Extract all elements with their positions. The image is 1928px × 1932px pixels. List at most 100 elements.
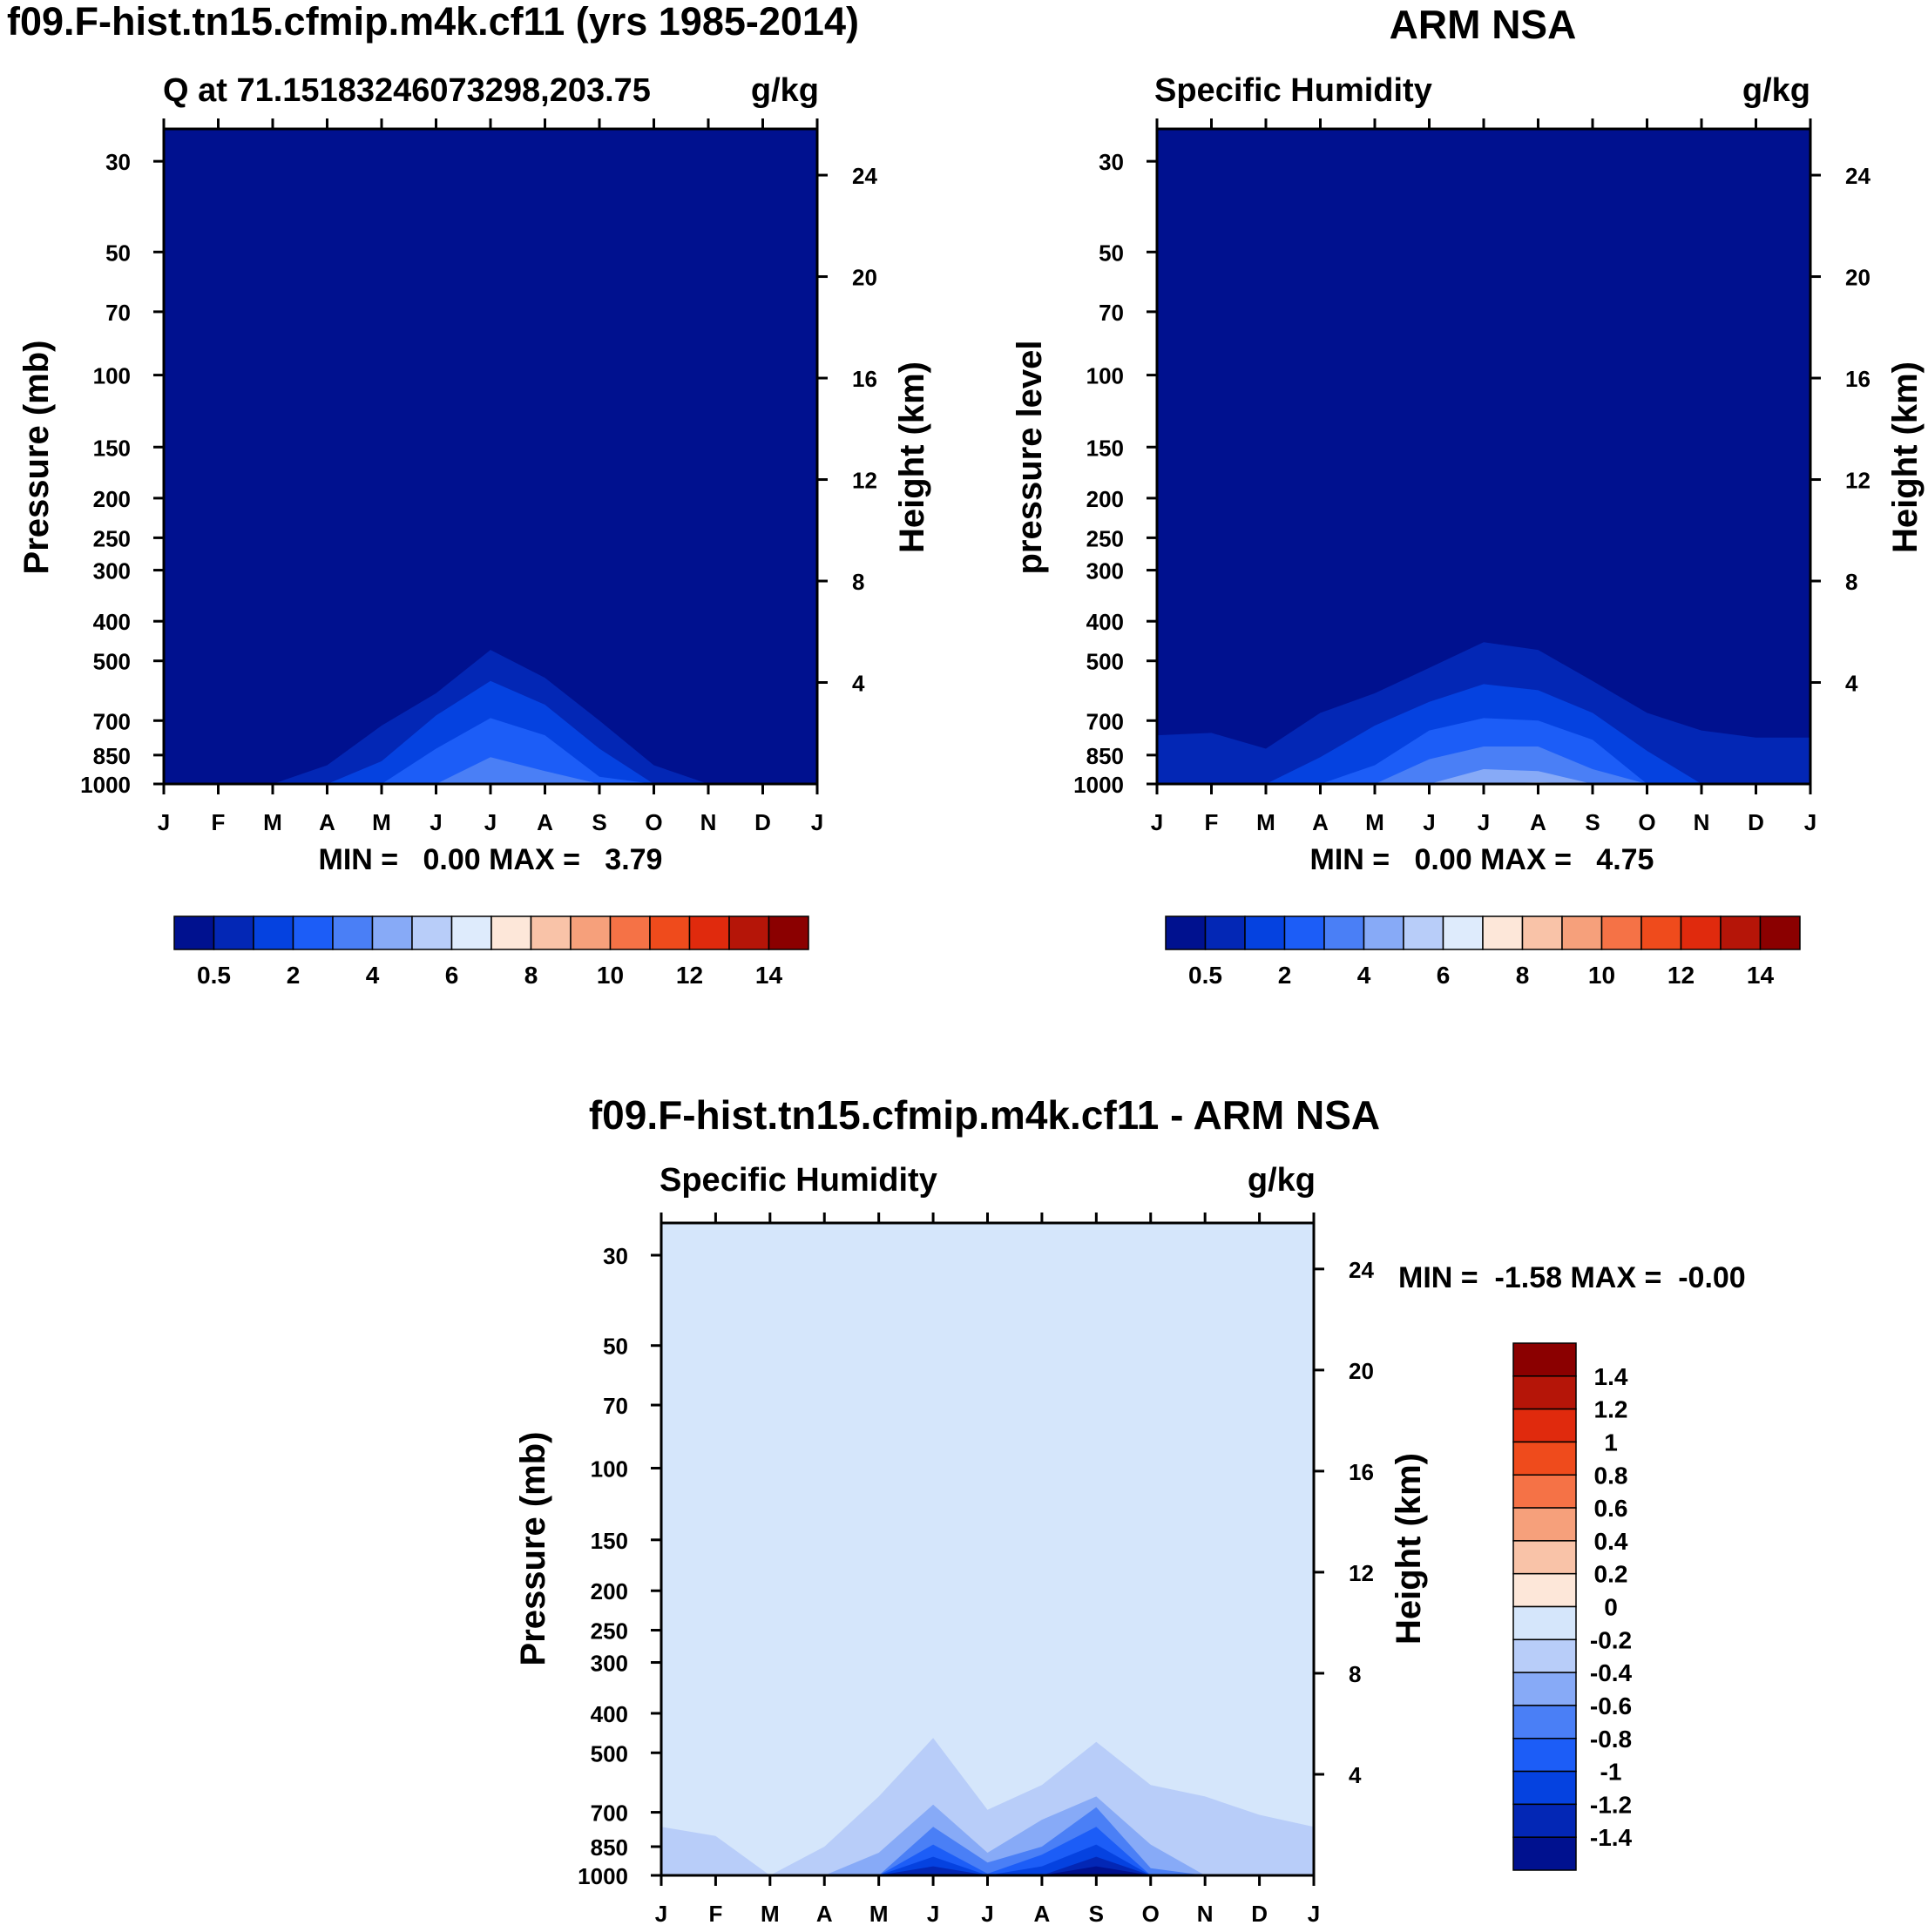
y-tick-label: 400 [591, 1701, 628, 1727]
colorbar-label: 8 [524, 962, 538, 989]
colorbar-label: 0.8 [1594, 1462, 1628, 1489]
y-tick-label: 30 [105, 149, 131, 175]
colorbar-box [1363, 915, 1404, 950]
y-tick-label: 150 [591, 1528, 628, 1554]
y-right-tick-label: 12 [852, 468, 877, 494]
x-tick-label: F [708, 1901, 722, 1927]
colorbar-box [728, 915, 770, 950]
panel-model-ylabel: Pressure (mb) [17, 341, 56, 575]
y-right-tick-label: 8 [852, 569, 864, 595]
colorbar-label: 1.2 [1594, 1396, 1628, 1423]
colorbar-box [1283, 915, 1325, 950]
y-right-tick-label: 24 [1349, 1257, 1374, 1283]
colorbar-box [1512, 1605, 1577, 1641]
y-tick-label: 250 [93, 525, 131, 551]
y-right-tick-label: 20 [852, 265, 877, 291]
colorbar-box [1512, 1836, 1577, 1871]
colorbar-box [1512, 1672, 1577, 1706]
colorbar-box [173, 915, 215, 950]
colorbar-box [1512, 1507, 1577, 1542]
panel-obs: ARM NSA Specific Humidity g/kg J F M A M J J A S… [1011, 2, 1925, 989]
panel-diff-left-string: Specific Humidity [660, 1162, 937, 1199]
colorbar-label: 14 [1747, 962, 1775, 989]
panel-model-plot: J F M A M J J A S O N D J 30 50 70 100 150 200 250 300 400 500… [80, 118, 877, 835]
contour-band-1 [661, 1796, 1314, 1875]
x-tick-label: D [1748, 809, 1764, 835]
panel-obs-right-string: g/kg [1742, 72, 1810, 109]
y-tick-label: 400 [93, 609, 131, 635]
x-tick-label: A [537, 809, 553, 835]
colorbar-label: 0.5 [1188, 962, 1222, 989]
colorbar-box [1720, 915, 1762, 950]
panel-model-ylabel-right: Height (km) [893, 361, 931, 553]
y-tick-label: 300 [591, 1651, 628, 1677]
x-tick-label: J [158, 809, 170, 835]
colorbar-label: 0.5 [197, 962, 231, 989]
colorbar-box [1512, 1638, 1577, 1673]
y-tick-label: 500 [591, 1740, 628, 1766]
colorbar-box [1403, 915, 1444, 950]
y-right-tick-label: 16 [852, 366, 877, 392]
contour-band-3 [1157, 746, 1810, 784]
contour-band-3 [164, 757, 817, 784]
y-tick-label: 700 [591, 1800, 628, 1827]
y-right-tick-label: 12 [1349, 1560, 1374, 1586]
colorbar-label: -1.4 [1590, 1824, 1633, 1851]
x-tick-label: A [816, 1901, 833, 1927]
colorbar-label: 4 [1357, 962, 1371, 989]
y-tick-label: 1000 [80, 772, 131, 798]
colorbar-label: 0.4 [1594, 1528, 1628, 1555]
x-tick-label: J [1804, 809, 1816, 835]
panel-obs-stats: MIN = 0.00 MAX = 4.75 [1310, 843, 1654, 876]
y-tick-label: 150 [93, 435, 131, 461]
y-tick-label: 1000 [578, 1863, 628, 1889]
y-tick-label: 300 [1086, 558, 1124, 584]
y-right-tick-label: 4 [852, 671, 865, 697]
colorbar-box [292, 915, 334, 950]
y-right-tick-label: 12 [1845, 468, 1870, 494]
y-right-tick-label: 24 [1845, 163, 1870, 189]
panel-obs-ylabel: pressure level [1011, 340, 1049, 574]
x-tick-label: D [754, 809, 771, 835]
x-tick-label: M [1256, 809, 1275, 835]
colorbar-box [1640, 915, 1682, 950]
colorbar-box [1512, 1474, 1577, 1509]
y-tick-label: 200 [1086, 486, 1124, 512]
colorbar-label: 0.6 [1594, 1495, 1628, 1522]
colorbar-box [1512, 1770, 1577, 1806]
x-tick-label: J [981, 1901, 993, 1927]
x-tick-label: O [1638, 809, 1655, 835]
panel-diff-ylabel-right: Height (km) [1390, 1453, 1428, 1645]
x-tick-label: N [1197, 1901, 1214, 1927]
y-tick-label: 300 [93, 558, 131, 584]
colorbar-box [1512, 1572, 1577, 1608]
x-tick-label: M [372, 809, 391, 835]
y-tick-label: 700 [93, 708, 131, 734]
x-tick-label: A [1034, 1901, 1051, 1927]
panel-model-stats: MIN = 0.00 MAX = 3.79 [319, 843, 663, 876]
x-tick-label: S [1585, 809, 1600, 835]
colorbar-box [371, 915, 413, 950]
colorbar-box [570, 915, 612, 950]
contour-band-0 [661, 1738, 1314, 1875]
x-tick-label: J [1478, 809, 1490, 835]
y-tick-label: 50 [1099, 240, 1124, 266]
y-tick-label: 50 [105, 240, 131, 266]
y-tick-label: 500 [1086, 649, 1124, 675]
colorbar-box [609, 915, 651, 950]
colorbar-box [213, 915, 254, 950]
y-tick-label: 100 [93, 363, 131, 389]
y-tick-label: 200 [93, 486, 131, 512]
x-tick-label: S [1089, 1901, 1104, 1927]
y-tick-label: 70 [105, 300, 131, 326]
colorbar-box [490, 915, 532, 950]
colorbar-label: 0.2 [1594, 1561, 1628, 1588]
colorbar-label: 12 [1668, 962, 1695, 989]
x-tick-label: A [1312, 809, 1329, 835]
colorbar-box [1512, 1705, 1577, 1739]
y-tick-label: 50 [603, 1334, 628, 1360]
panel-diff-stats: MIN = -1.58 MAX = -0.00 [1398, 1261, 1746, 1294]
colorbar-box [1482, 915, 1524, 950]
colorbar-label: 0 [1604, 1594, 1618, 1621]
colorbar-box [1759, 915, 1801, 950]
